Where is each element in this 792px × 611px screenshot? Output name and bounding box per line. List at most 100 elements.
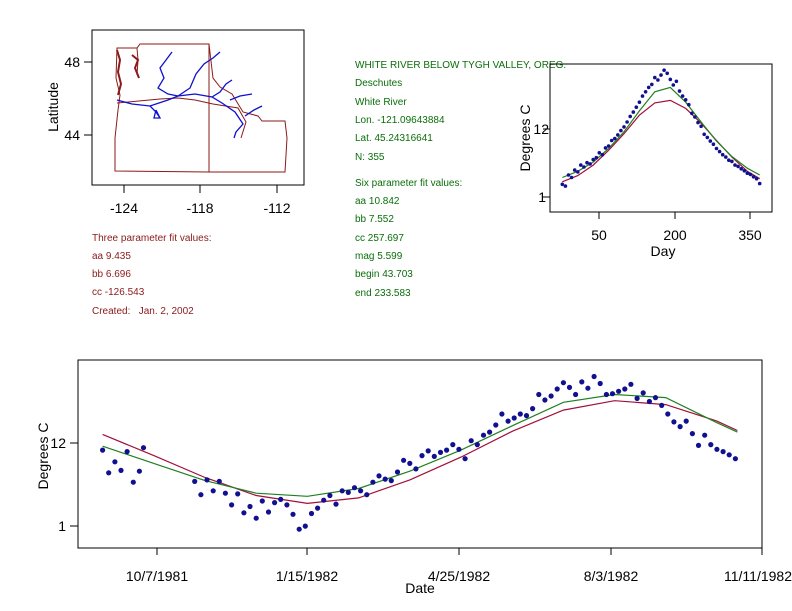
station-name: WHITE RIVER BELOW TYGH VALLEY, OREG. [355, 60, 566, 71]
chart-day-data-point [622, 125, 626, 129]
station-lon: Lon. -121.09643884 [355, 115, 445, 126]
chart-date-data-point [444, 447, 450, 453]
chart-day-data-point [751, 175, 756, 179]
chart-date-data-point [450, 442, 456, 448]
chart-date-data-point [106, 470, 112, 476]
chart-date-six-param-fit-line [102, 393, 738, 497]
chart-day-data-point [757, 181, 762, 186]
map-panel: 48 44 Latitude -124 -118 -112 [45, 29, 305, 216]
chart-day-data-point [739, 167, 743, 171]
map-ytick-48: 48 [64, 54, 80, 70]
chart-day-frame [549, 63, 773, 213]
chart-date-data-point [327, 492, 333, 499]
map-x-axis [123, 185, 278, 193]
chart-day-data-point [754, 176, 759, 181]
chart-date-data-point [382, 476, 388, 482]
chart-day-data-point [640, 94, 645, 98]
station-lat: Lat. 45.24316641 [355, 133, 433, 144]
chart-date-data-point [714, 446, 720, 452]
three-param-cc: cc -126.543 [92, 287, 145, 298]
chart-date-xtick-1: 10/7/1981 [126, 568, 188, 584]
chart-date-data-point [689, 431, 696, 437]
chart-date-xtick-2: 1/15/1982 [276, 568, 338, 584]
chart-date-data-point [579, 379, 585, 385]
six-param-cc: cc 257.697 [355, 233, 404, 244]
chart-day-data-point [560, 182, 565, 187]
chart-day-data-point [711, 142, 716, 146]
chart-day-data-point [600, 152, 605, 157]
chart-day-data-point [720, 152, 725, 157]
map-ytick-44: 44 [64, 127, 80, 143]
chart-date-data-point [530, 406, 536, 412]
six-param-title: Six parameter fit values: [355, 178, 462, 189]
chart-day-ytick-1: 1 [538, 189, 546, 205]
map-y-axis [84, 61, 92, 136]
chart-day-data-point [659, 73, 663, 77]
chart-date-data-point [394, 469, 401, 475]
station-basin: Deschutes [355, 78, 402, 89]
chart-date-data-point [339, 488, 345, 494]
chart-day-data-point [733, 163, 737, 167]
chart-date-data-point [358, 488, 364, 494]
chart-day-data-point [582, 165, 586, 169]
chart-day-data-point [748, 172, 753, 177]
chart-day-data-point [563, 184, 568, 188]
chart-date-data-point [136, 468, 142, 474]
chart-day-xlabel: Day [651, 243, 676, 259]
chart-date-data-point [474, 442, 480, 448]
chart-day-data-point [631, 110, 636, 114]
chart-day-xtick-50: 50 [591, 227, 607, 243]
chart-date-ticks [70, 442, 763, 555]
six-param-bb: bb 7.552 [355, 214, 394, 225]
chart-day-xtick-200: 200 [663, 227, 687, 243]
chart-day-data-point [637, 100, 642, 104]
chart-day-data-point [572, 168, 577, 172]
chart-day-data-point [609, 138, 614, 143]
chart-date-data-point [640, 390, 646, 396]
chart-date-data-point [130, 479, 136, 485]
chart-date-data-point [573, 391, 579, 398]
chart-date-data-point [247, 503, 253, 510]
chart-day-data-point [683, 98, 688, 102]
chart-date-data-point [683, 418, 689, 424]
chart-date-data-point [616, 388, 622, 394]
chart-date-data-point [315, 505, 321, 511]
three-param-block: Three parameter fit values: aa 9.435 bb … [92, 233, 212, 317]
chart-day-data-point [656, 78, 660, 82]
chart-date-data-point [493, 422, 499, 428]
rivers [116, 51, 263, 139]
chart-date-data-point [609, 391, 616, 397]
chart-date-data-point [204, 477, 210, 483]
chart-date-data-point [259, 498, 265, 504]
chart-day-data-point [662, 68, 666, 72]
chart-date-data-point [708, 442, 714, 448]
chart-date-data-point [468, 438, 474, 444]
chart-date-data-point [210, 488, 216, 494]
chart-date-data-point [253, 515, 259, 521]
chart-date-data-point [308, 510, 315, 517]
chart-day-data-point [724, 155, 728, 159]
chart-date-data-point [702, 432, 708, 438]
chart-date-data-point [480, 432, 487, 438]
chart-day-ytick-12: 12 [533, 121, 549, 137]
chart-date-data-point [628, 381, 634, 387]
chart-day-ylabel: Degrees C [517, 105, 533, 172]
chart-date-data-point [272, 500, 278, 506]
chart-day-data-point [677, 89, 682, 93]
chart-day-data-point [668, 77, 673, 82]
chart-date-data-point [603, 391, 610, 398]
chart-day-ticks [543, 128, 751, 219]
chart-date-xtick-3: 4/25/1982 [428, 568, 490, 584]
chart-day-data-point [687, 102, 691, 107]
chart-date-data-point [290, 511, 296, 517]
chart-day-data-point [665, 71, 669, 76]
chart-date-data-point [523, 413, 530, 419]
chart-date: 1 12 10/7/1981 1/15/1982 4/25/1982 8/3/1… [35, 359, 792, 596]
chart-date-ytick-12: 12 [50, 435, 66, 451]
chart-date-data-point [222, 490, 228, 496]
chart-date-data-point [511, 415, 517, 421]
chart-date-data-point [351, 485, 358, 491]
chart-day-data-point [643, 90, 648, 94]
chart-date-xtick-5: 11/11/1982 [724, 568, 792, 584]
six-param-aa: aa 10.842 [355, 196, 400, 207]
